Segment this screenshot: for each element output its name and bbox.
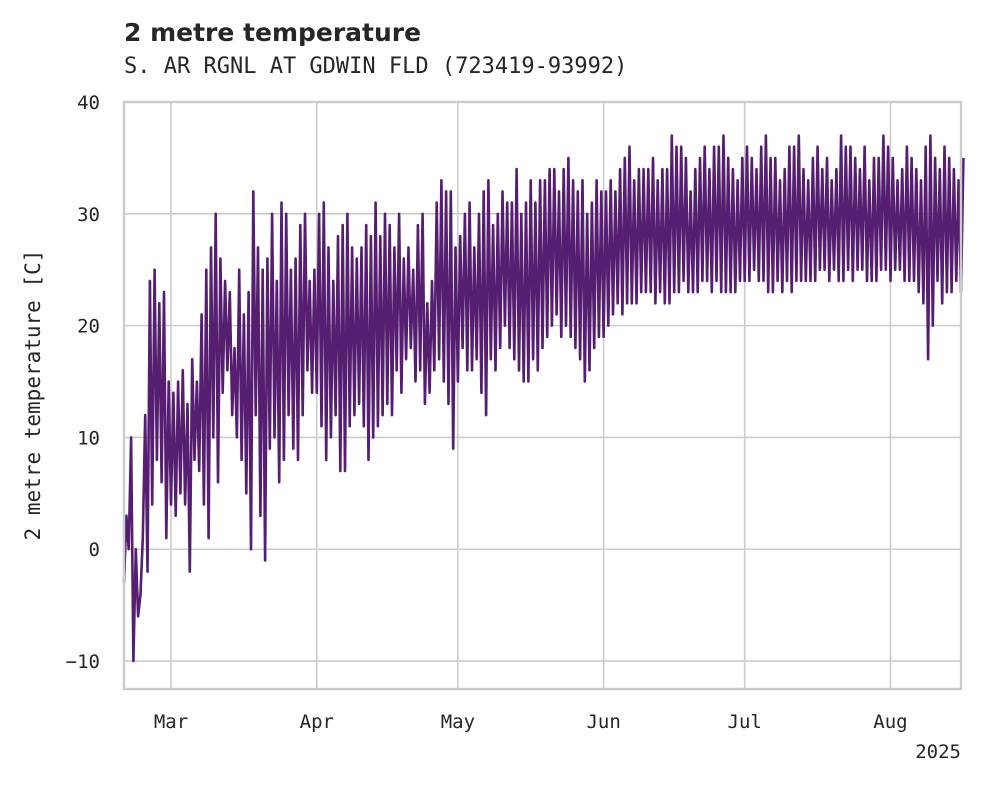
plot-frame [122,100,963,691]
y-tick-label: 10 [77,427,100,449]
x-tick-label: Apr [300,711,334,733]
y-tick-label: 20 [77,316,100,338]
y-tick-label: 0 [89,539,100,561]
y-axis-label: 2 metre temperature [C] [21,250,45,541]
chart-subtitle: S. AR RGNL AT GDWIN FLD (723419-93992) [124,54,627,79]
x-tick-label: Jun [586,711,620,733]
temperature-series-line [122,134,965,663]
x-tick-label: May [441,711,475,733]
y-tick-label: 40 [77,92,100,114]
x-tick-label: Aug [873,711,907,733]
x-tick-label: Mar [154,711,188,733]
x-tick-label: Jul [728,711,762,733]
x-axis-ticks: Mar Apr May Jun Jul Aug [154,711,908,733]
year-label: 2025 [915,741,961,763]
y-tick-label: 30 [77,204,100,226]
y-axis-ticks: −10 0 10 20 30 40 [66,92,100,673]
y-tick-label: −10 [66,651,100,673]
chart-title: 2 metre temperature [124,18,421,47]
